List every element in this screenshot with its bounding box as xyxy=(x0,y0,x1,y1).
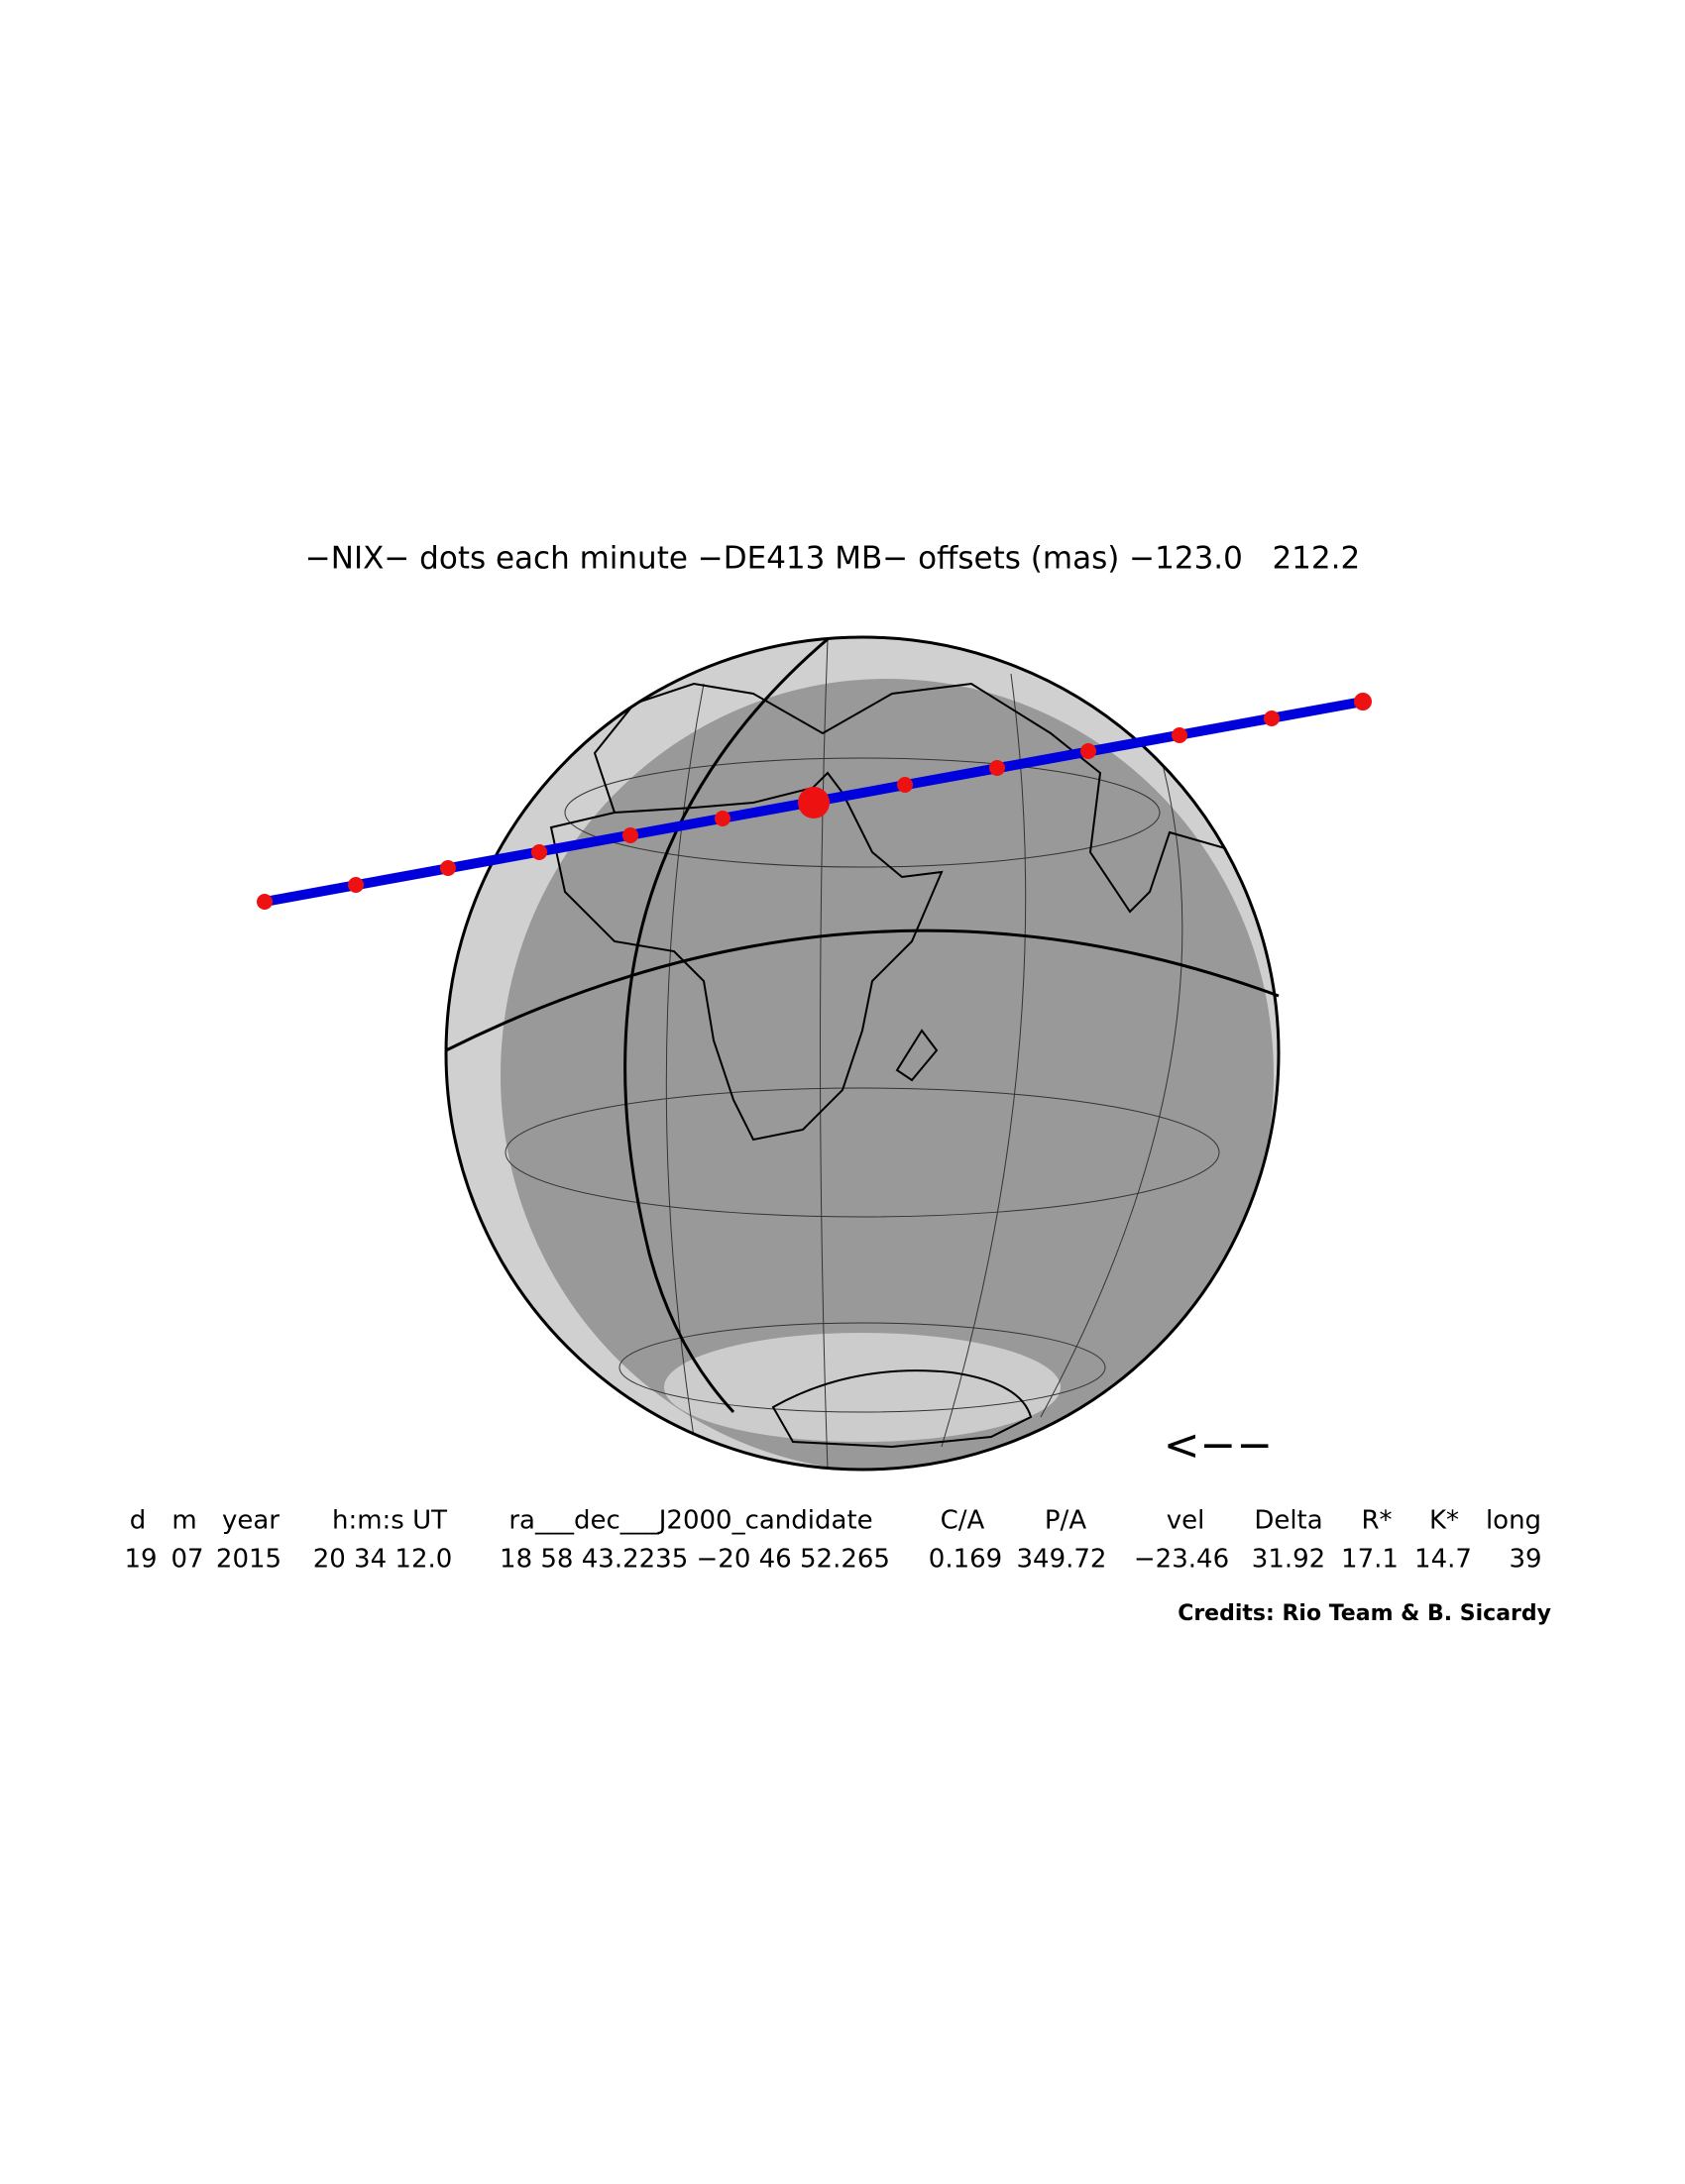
table-value: 14.7 xyxy=(1414,1545,1472,1575)
table-value: 19 xyxy=(124,1545,157,1575)
table-value: 39 xyxy=(1509,1545,1541,1575)
direction-arrow: <−− xyxy=(1164,1420,1274,1471)
table-header: long xyxy=(1486,1506,1541,1536)
continents xyxy=(549,682,1279,1449)
central-dot xyxy=(798,787,830,819)
table-value: 31.92 xyxy=(1252,1545,1325,1575)
table-value: 349.72 xyxy=(1017,1545,1107,1575)
terminator xyxy=(623,637,829,1414)
table-header: Delta xyxy=(1254,1506,1322,1536)
table-header: C/A xyxy=(941,1506,985,1536)
table-header: ra___dec___J2000_candidate xyxy=(508,1506,872,1536)
table-header: P/A xyxy=(1045,1506,1086,1536)
minute-dots xyxy=(257,693,1372,910)
graticule xyxy=(505,638,1220,1470)
equator xyxy=(445,928,1280,1052)
table-value: 07 xyxy=(170,1545,203,1575)
table-header: vel xyxy=(1167,1506,1205,1536)
title: −NIX− dots each minute −DE413 MB− offset… xyxy=(305,541,1360,577)
table-header: year xyxy=(222,1506,280,1536)
shadow-path xyxy=(257,693,1372,910)
table-header: R* xyxy=(1361,1506,1392,1536)
info-table: d m year h:m:s UT ra___dec___J2000_candidate… xyxy=(124,1506,1541,1575)
antarctic-light xyxy=(664,1333,1061,1442)
globe-outline xyxy=(444,635,1281,1472)
table-value: 0.169 xyxy=(929,1545,1002,1575)
credits: Credits: Rio Team & B. Sicardy xyxy=(1178,1601,1551,1626)
globe xyxy=(444,635,1281,1472)
table-header: d xyxy=(130,1506,147,1536)
table-value: 20 34 12.0 xyxy=(313,1545,453,1575)
table-value: −23.46 xyxy=(1134,1545,1229,1575)
table-header: h:m:s UT xyxy=(332,1506,447,1536)
table-value: 17.1 xyxy=(1341,1545,1399,1575)
table-header: m xyxy=(171,1506,196,1536)
table-header: K* xyxy=(1429,1506,1459,1536)
table-value: 2015 xyxy=(216,1545,281,1575)
table-value: 18 58 43.2235 −20 46 52.265 xyxy=(500,1545,890,1575)
shadow-zone xyxy=(501,679,1274,1470)
